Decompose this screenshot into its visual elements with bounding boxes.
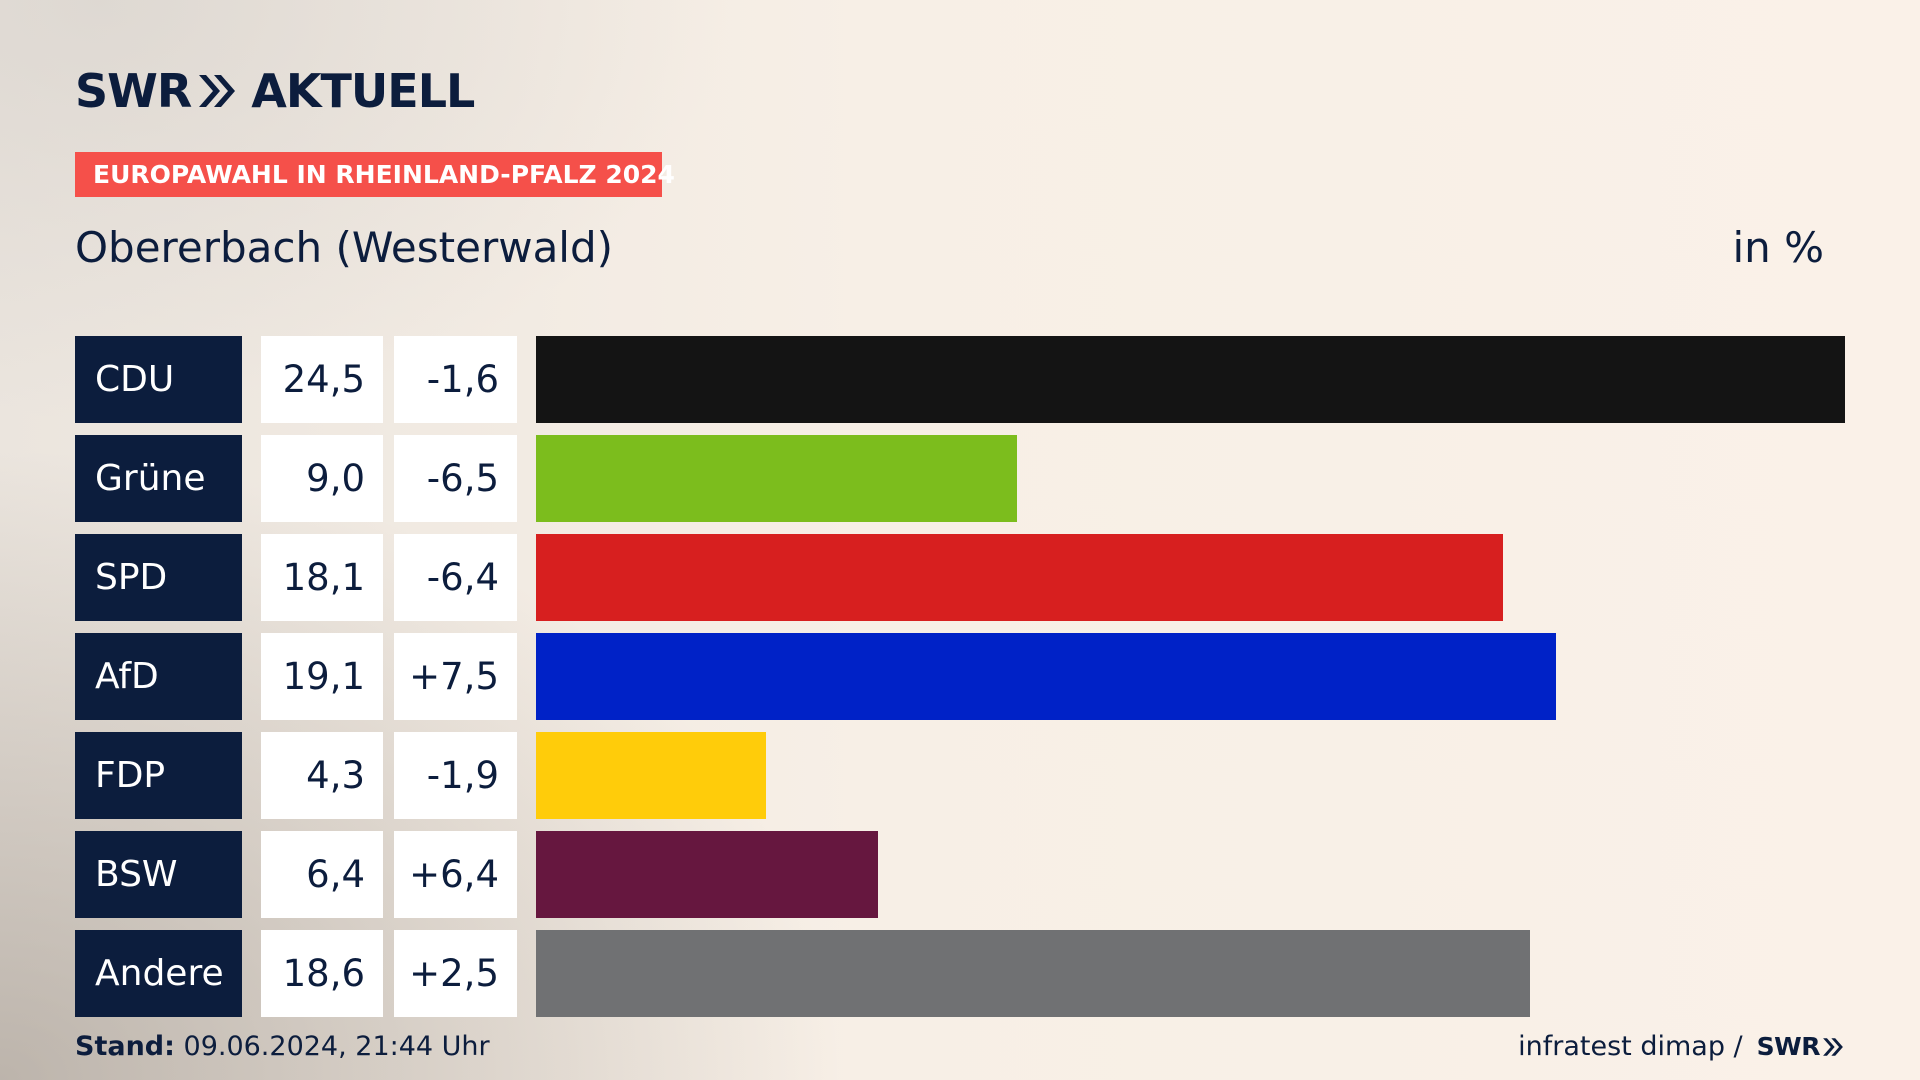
result-row-cdu: CDU 24,5 -1,6 xyxy=(0,336,1920,423)
vote-share-value: 18,6 xyxy=(261,930,383,1017)
double-chevron-right-icon xyxy=(199,75,236,107)
result-row-bsw: BSW 6,4 +6,4 xyxy=(0,831,1920,918)
source-text: infratest dimap / xyxy=(1518,1031,1743,1062)
result-row-andere: Andere 18,6 +2,5 xyxy=(0,930,1920,1017)
timestamp: Stand: 09.06.2024, 21:44 Uhr xyxy=(75,1030,490,1064)
change-value: +7,5 xyxy=(394,633,517,720)
unit-label: in % xyxy=(1732,223,1824,272)
vote-share-value: 18,1 xyxy=(261,534,383,621)
vote-share-value: 6,4 xyxy=(261,831,383,918)
logo-swr-text: SWR xyxy=(75,64,192,118)
swr-aktuell-logo: SWR AKTUELL xyxy=(75,64,475,118)
result-bar xyxy=(536,336,1845,423)
vote-share-value: 9,0 xyxy=(261,435,383,522)
result-row-spd: SPD 18,1 -6,4 xyxy=(0,534,1920,621)
vote-share-value: 19,1 xyxy=(261,633,383,720)
result-bar xyxy=(536,732,766,819)
source-credit: infratest dimap / SWR xyxy=(1518,1030,1844,1064)
footer-logo-text: SWR xyxy=(1756,1032,1821,1061)
change-value: -1,9 xyxy=(394,732,517,819)
result-row-grüne: Grüne 9,0 -6,5 xyxy=(0,435,1920,522)
logo-aktuell-text: AKTUELL xyxy=(251,64,475,118)
change-value: +6,4 xyxy=(394,831,517,918)
vote-share-value: 4,3 xyxy=(261,732,383,819)
result-row-afd: AfD 19,1 +7,5 xyxy=(0,633,1920,720)
result-bar xyxy=(536,534,1503,621)
party-label: SPD xyxy=(75,534,242,621)
result-bar xyxy=(536,930,1530,1017)
party-label: BSW xyxy=(75,831,242,918)
stand-value: 09.06.2024, 21:44 Uhr xyxy=(183,1031,490,1062)
change-value: -1,6 xyxy=(394,336,517,423)
party-label: CDU xyxy=(75,336,242,423)
chart-subtitle: Obererbach (Westerwald) xyxy=(75,223,614,272)
footer-chevron-icon xyxy=(1823,1038,1843,1056)
stand-label: Stand: xyxy=(75,1031,175,1062)
result-row-fdp: FDP 4,3 -1,9 xyxy=(0,732,1920,819)
footer-swr-logo: SWR xyxy=(1757,1030,1844,1064)
party-label: Andere xyxy=(75,930,242,1017)
election-banner: EUROPAWAHL IN RHEINLAND-PFALZ 2024 xyxy=(75,152,675,197)
change-value: -6,4 xyxy=(394,534,517,621)
change-value: +2,5 xyxy=(394,930,517,1017)
change-value: -6,5 xyxy=(394,435,517,522)
vote-share-value: 24,5 xyxy=(261,336,383,423)
party-label: FDP xyxy=(75,732,242,819)
result-bar xyxy=(536,831,878,918)
party-label: Grüne xyxy=(75,435,242,522)
result-bar xyxy=(536,633,1556,720)
result-bar xyxy=(536,435,1017,522)
party-label: AfD xyxy=(75,633,242,720)
